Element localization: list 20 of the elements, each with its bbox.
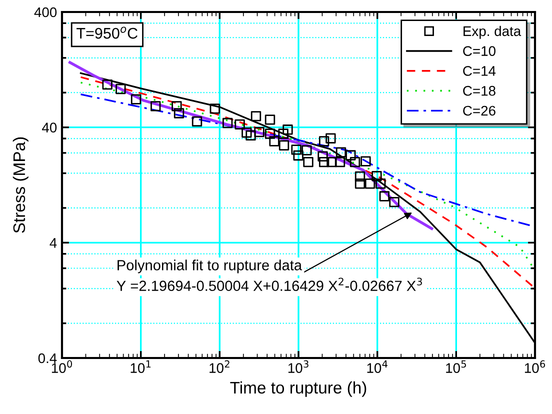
x-tick-label: 10$^{5}$ <box>446 360 466 373</box>
annotation: Y =2.19694-0.50004 X+0.16429 X$^{2}$-0.02667 X$^{3}$ <box>116 278 422 291</box>
x-tick-label: 10$^{2}$ <box>210 360 230 373</box>
x-axis-title: Time to rupture (h) <box>230 381 366 397</box>
y-tick-label: 40 <box>42 122 57 133</box>
y-tick-label: 0.4 <box>38 353 57 364</box>
legend-label: C=14 <box>463 66 496 76</box>
legend-label: C=10 <box>463 46 496 56</box>
x-tick-label: 10$^{4}$ <box>367 360 388 373</box>
legend-label: C=26 <box>463 106 496 116</box>
x-tick-label: 10$^{3}$ <box>288 360 308 373</box>
annotation: T=950$^{o}$C <box>76 26 138 39</box>
x-tick-label: 10$^{6}$ <box>524 360 546 373</box>
legend-label: Exp. data <box>464 26 522 39</box>
y-axis-title: Stress (MPa) <box>12 137 28 233</box>
y-tick-label: 400 <box>34 7 57 18</box>
legend-label: C=18 <box>463 86 496 96</box>
annotation: Polynomial fit to rupture data <box>118 260 302 274</box>
x-tick-label: 10$^{1}$ <box>130 360 151 373</box>
y-tick-label: 4 <box>50 238 57 248</box>
